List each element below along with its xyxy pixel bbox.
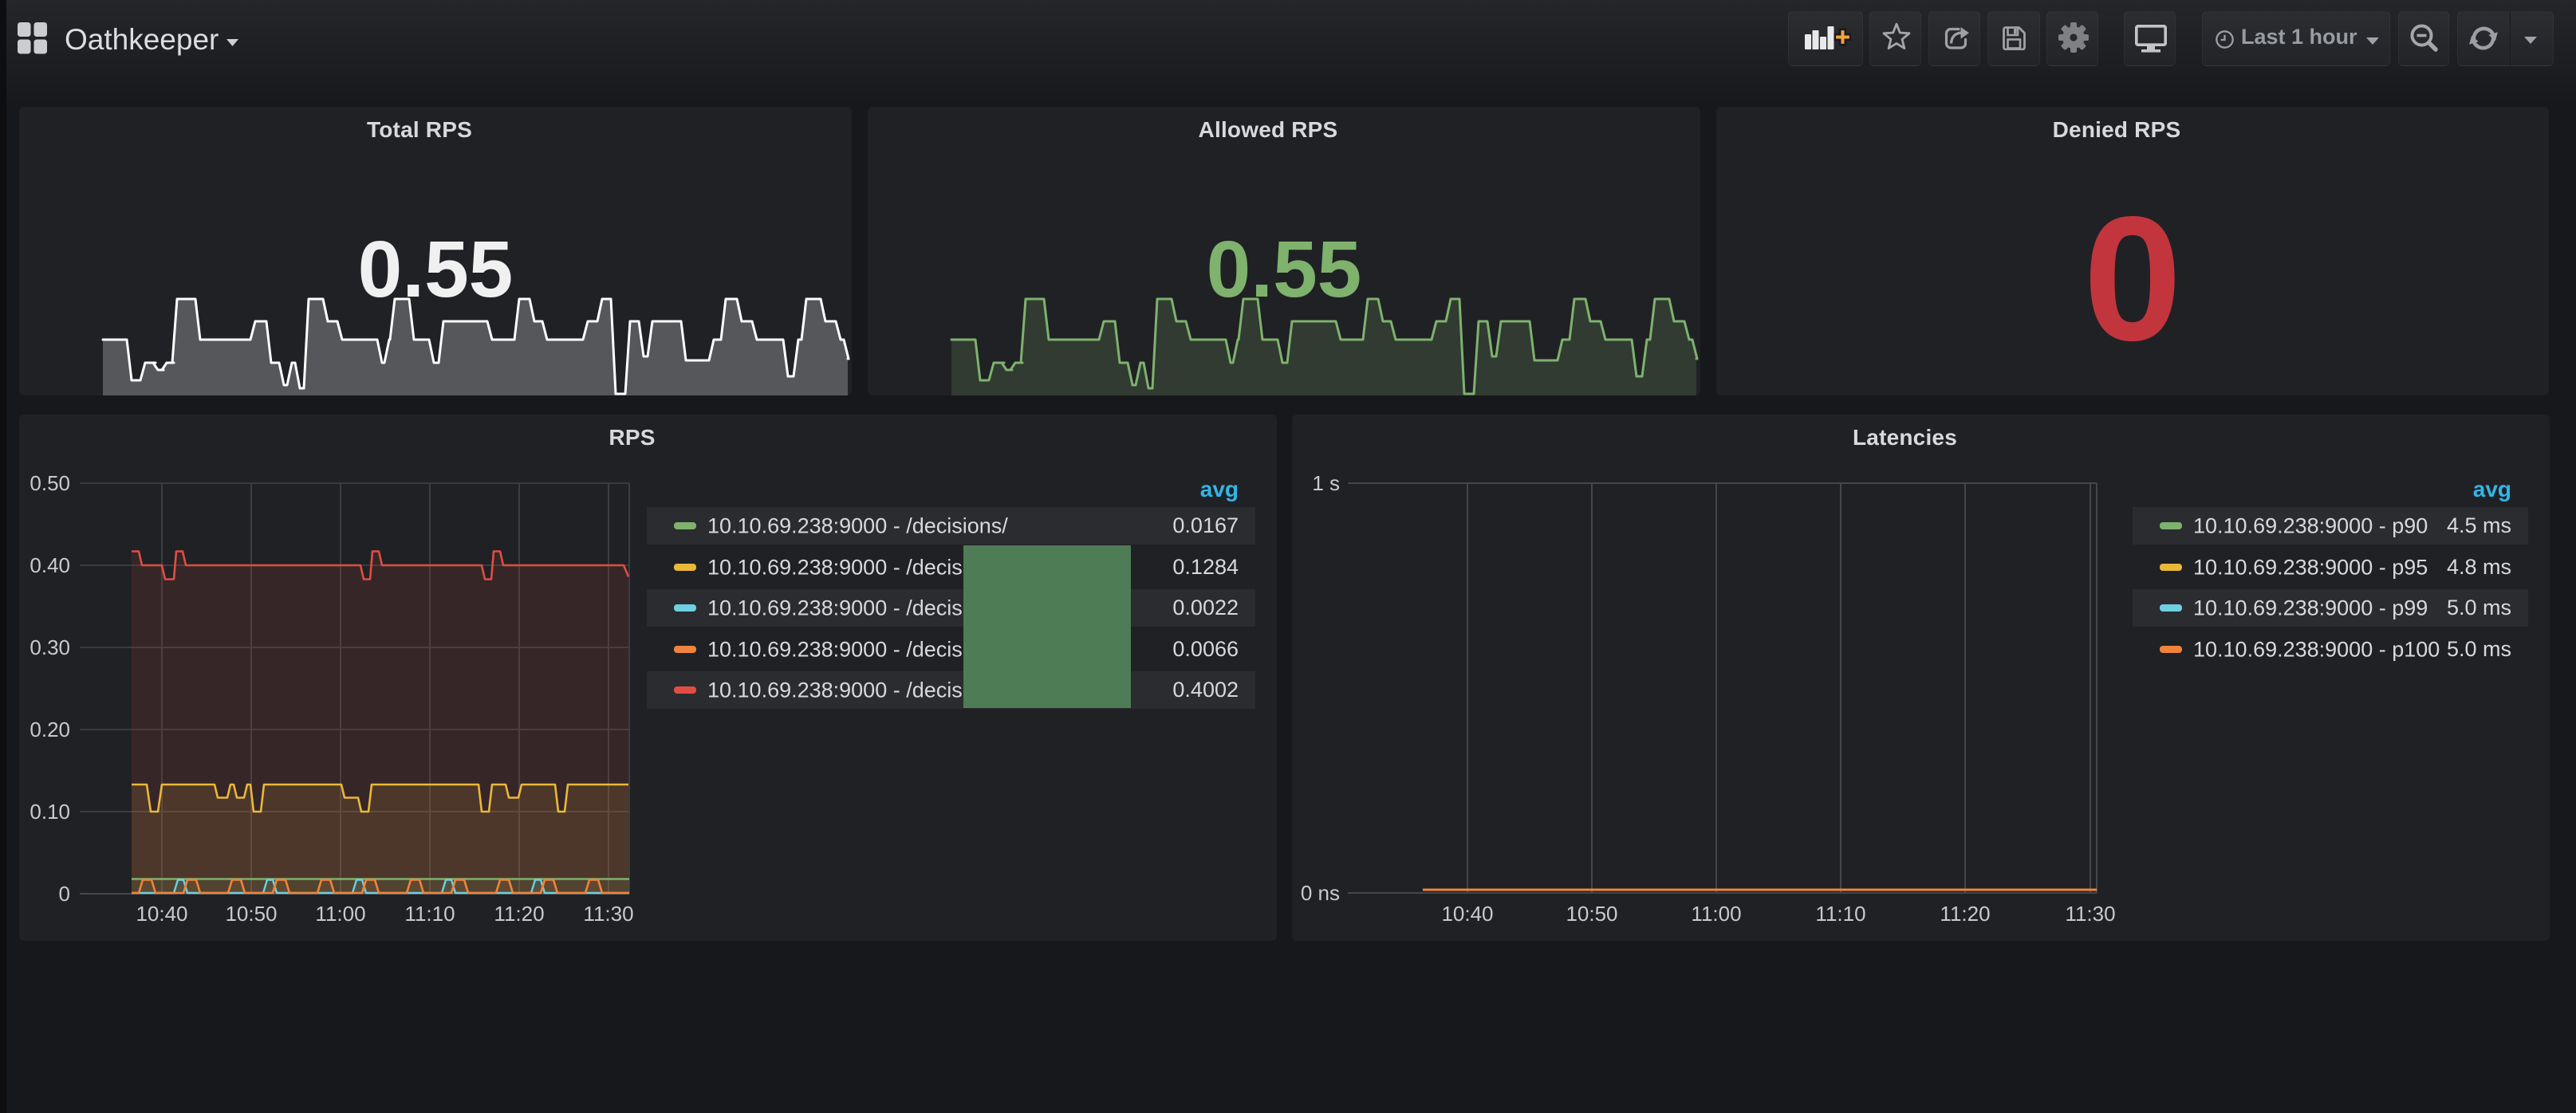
svg-text:11:20: 11:20 [494, 902, 544, 926]
svg-text:10:50: 10:50 [225, 902, 277, 926]
svg-text:0.10: 0.10 [30, 800, 70, 824]
svg-text:0.50: 0.50 [30, 471, 70, 495]
svg-text:1 s: 1 s [1312, 471, 1340, 495]
svg-text:0 ns: 0 ns [1301, 881, 1340, 905]
svg-text:11:10: 11:10 [1815, 902, 1865, 926]
svg-text:10:50: 10:50 [1566, 902, 1617, 926]
svg-text:11:00: 11:00 [315, 902, 365, 926]
svg-text:0.30: 0.30 [30, 635, 70, 659]
svg-text:0: 0 [59, 882, 70, 906]
svg-text:11:20: 11:20 [1940, 902, 1990, 926]
svg-text:11:10: 11:10 [404, 902, 455, 926]
svg-text:11:30: 11:30 [2065, 902, 2115, 926]
svg-text:0.20: 0.20 [30, 718, 70, 741]
svg-text:11:30: 11:30 [583, 902, 633, 926]
svg-text:10:40: 10:40 [136, 902, 187, 926]
svg-text:0.40: 0.40 [30, 553, 70, 577]
svg-text:11:00: 11:00 [1691, 902, 1741, 926]
svg-text:10:40: 10:40 [1441, 902, 1493, 926]
